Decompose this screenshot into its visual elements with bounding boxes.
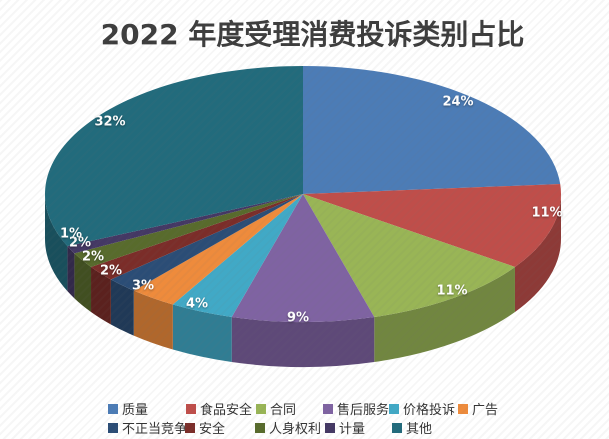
- legend-item[interactable]: 安全: [185, 418, 255, 437]
- legend-swatch: [108, 422, 118, 433]
- pie-slice[interactable]: [133, 194, 303, 305]
- legend-label: 售后服务: [337, 403, 390, 418]
- legend-swatch: [185, 422, 195, 433]
- legend-row: 不正当竞争 安全 人身权利 计量 其他: [108, 418, 498, 437]
- legend-swatch: [255, 422, 265, 433]
- slice-percent-label: 24%: [442, 95, 473, 110]
- pie-slice-side: [91, 266, 111, 325]
- legend-item[interactable]: 人身权利: [255, 418, 325, 437]
- pie-slice[interactable]: [303, 194, 515, 318]
- legend-item[interactable]: 广告: [458, 399, 498, 418]
- legend-item[interactable]: 计量: [325, 418, 392, 437]
- pie-slice[interactable]: [231, 194, 375, 322]
- legend-label: 价格投诉: [403, 403, 456, 418]
- legend-item[interactable]: 价格投诉: [389, 399, 458, 418]
- legend-label: 安全: [199, 422, 226, 437]
- pie-slice-side: [374, 266, 515, 363]
- pie-slice[interactable]: [303, 184, 561, 267]
- slice-percent-label: 2%: [69, 236, 91, 251]
- slice-percent-label: 4%: [186, 297, 208, 312]
- legend-row: 质量 食品安全 合同 售后服务 价格投诉 广告: [108, 399, 498, 418]
- slice-percent-label: 11%: [531, 206, 562, 221]
- legend-swatch: [392, 422, 402, 433]
- legend-swatch: [256, 403, 266, 414]
- slice-percent-label: 3%: [132, 279, 154, 294]
- pie-slice[interactable]: [91, 194, 303, 280]
- legend-label: 质量: [122, 403, 149, 418]
- slice-percent-label: 9%: [287, 311, 309, 326]
- legend-label: 广告: [472, 403, 499, 418]
- slice-percent-label: 1%: [60, 227, 82, 242]
- legend-item[interactable]: 不正当竞争: [108, 418, 188, 437]
- legend-label: 计量: [339, 422, 366, 437]
- legend-swatch: [458, 403, 468, 414]
- pie-slice[interactable]: [44, 66, 303, 247]
- legend-swatch: [186, 403, 196, 414]
- slice-percent-label: 11%: [436, 284, 467, 299]
- slice-percent-label: 2%: [82, 250, 104, 265]
- pie-slice[interactable]: [172, 194, 303, 318]
- chart-legend: 质量 食品安全 合同 售后服务 价格投诉 广告不正当竞争 安全 人身权利 计量 其他: [108, 399, 498, 437]
- legend-label: 其他: [406, 422, 433, 437]
- pie-slice-side: [231, 317, 375, 367]
- legend-item[interactable]: 其他: [392, 418, 432, 437]
- legend-label: 人身权利: [269, 422, 322, 437]
- slice-percent-label: 2%: [100, 264, 122, 279]
- legend-item[interactable]: 合同: [256, 399, 323, 418]
- pie-slice-side: [67, 246, 75, 299]
- pie-slice-side: [74, 253, 92, 312]
- legend-swatch: [323, 403, 333, 414]
- pie-slice[interactable]: [110, 194, 303, 291]
- pie-slice-side: [133, 290, 173, 350]
- pie-slice[interactable]: [74, 194, 303, 267]
- legend-label: 食品安全: [200, 403, 253, 418]
- pie-slice[interactable]: [67, 194, 303, 254]
- pie-slice-side: [514, 194, 561, 312]
- pie-slice[interactable]: [303, 66, 561, 194]
- legend-swatch: [325, 422, 335, 433]
- legend-item[interactable]: 售后服务: [323, 399, 389, 418]
- legend-swatch: [108, 403, 118, 414]
- legend-item[interactable]: 质量: [108, 399, 186, 418]
- legend-swatch: [389, 403, 399, 414]
- chart-title: 2022 年度受理消费投诉类别占比: [100, 18, 525, 51]
- slice-percent-label: 32%: [94, 115, 125, 130]
- pie-slice-side: [45, 194, 68, 292]
- pie-slice-side: [172, 304, 232, 363]
- legend-item[interactable]: 食品安全: [186, 399, 256, 418]
- legend-label: 不正当竞争: [122, 422, 188, 437]
- legend-label: 合同: [270, 403, 297, 418]
- pie-slice-side: [110, 279, 134, 336]
